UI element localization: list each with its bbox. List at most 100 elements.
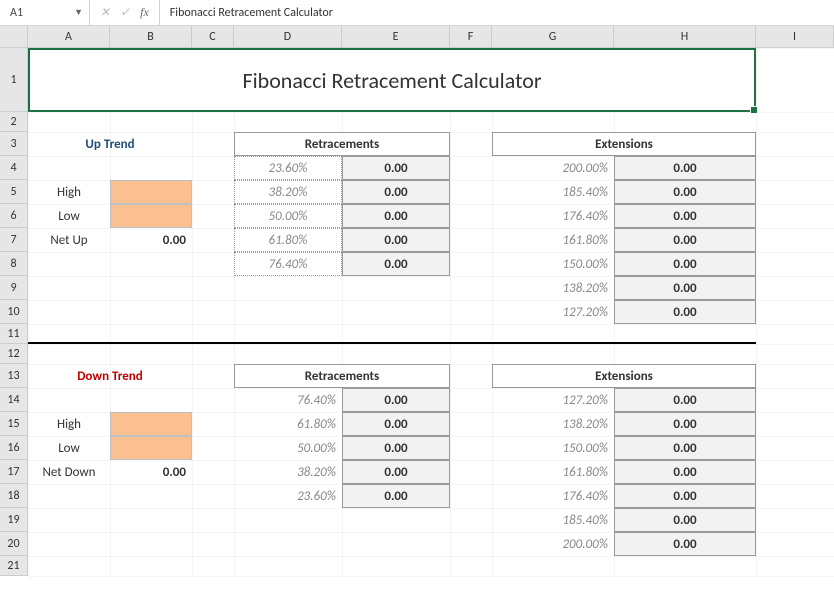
up-ext-pct-0: 200.00%	[492, 156, 614, 180]
up-ext-pct-1: 185.40%	[492, 180, 614, 204]
up-ext-pct-5: 138.20%	[492, 276, 614, 300]
column-header-D[interactable]: D	[234, 26, 342, 48]
row-header-19[interactable]: 19	[0, 508, 28, 532]
row-header-17[interactable]: 17	[0, 460, 28, 484]
down-low-input[interactable]	[110, 436, 192, 460]
down-ret-pct-0: 76.40%	[234, 388, 342, 412]
down-low-label: Low	[28, 436, 110, 460]
select-all-corner[interactable]	[0, 26, 28, 48]
down-retracements-header: Retracements	[234, 364, 450, 388]
up-extensions-header: Extensions	[492, 132, 756, 156]
row-header-6[interactable]: 6	[0, 204, 28, 228]
row-header-14[interactable]: 14	[0, 388, 28, 412]
high-label: High	[28, 180, 110, 204]
up-retracements-header: Retracements	[234, 132, 450, 156]
up-ret-pct-0: 23.60%	[234, 156, 342, 180]
up-ext-val-1: 0.00	[614, 180, 756, 204]
column-header-F[interactable]: F	[450, 26, 492, 48]
up-ext-val-5: 0.00	[614, 276, 756, 300]
row-header-7[interactable]: 7	[0, 228, 28, 252]
down-ext-pct-3: 161.80%	[492, 460, 614, 484]
down-ext-val-3: 0.00	[614, 460, 756, 484]
formula-input[interactable]: Fibonacci Retracement Calculator	[160, 6, 834, 20]
up-ret-pct-3: 61.80%	[234, 228, 342, 252]
down-extensions-header: Extensions	[492, 364, 756, 388]
up-ext-pct-2: 176.40%	[492, 204, 614, 228]
down-high-input[interactable]	[110, 412, 192, 436]
formula-icons: ✕ ✓ fx	[90, 0, 160, 25]
row-header-4[interactable]: 4	[0, 156, 28, 180]
row-header-15[interactable]: 15	[0, 412, 28, 436]
title-cell[interactable]: Fibonacci Retracement Calculator	[28, 48, 756, 112]
fx-icon[interactable]: fx	[140, 5, 149, 20]
row-header-11[interactable]: 11	[0, 324, 28, 344]
netup-value: 0.00	[110, 228, 192, 252]
row-header-1[interactable]: 1	[0, 48, 28, 112]
down-ext-pct-5: 185.40%	[492, 508, 614, 532]
netup-label: Net Up	[28, 228, 110, 252]
down-ret-val-0: 0.00	[342, 388, 450, 412]
down-ret-pct-4: 23.60%	[234, 484, 342, 508]
down-ret-val-3: 0.00	[342, 460, 450, 484]
down-trend-heading: Down Trend	[28, 364, 192, 388]
row-header-10[interactable]: 10	[0, 300, 28, 324]
row-header-8[interactable]: 8	[0, 252, 28, 276]
spreadsheet-grid: 123456789101112131415161718192021 ABCDEF…	[0, 26, 834, 615]
down-ret-pct-2: 50.00%	[234, 436, 342, 460]
confirm-icon[interactable]: ✓	[120, 5, 130, 20]
column-header-E[interactable]: E	[342, 26, 450, 48]
row-header-13[interactable]: 13	[0, 364, 28, 388]
column-headers: ABCDEFGHI	[28, 26, 834, 48]
low-label: Low	[28, 204, 110, 228]
row-header-5[interactable]: 5	[0, 180, 28, 204]
up-low-input[interactable]	[110, 204, 192, 228]
column-header-H[interactable]: H	[614, 26, 756, 48]
row-header-21[interactable]: 21	[0, 556, 28, 576]
down-ret-val-1: 0.00	[342, 412, 450, 436]
row-header-12[interactable]: 12	[0, 344, 28, 364]
down-high-label: High	[28, 412, 110, 436]
up-ext-val-6: 0.00	[614, 300, 756, 324]
up-high-input[interactable]	[110, 180, 192, 204]
netdown-value: 0.00	[110, 460, 192, 484]
section-divider-1	[28, 324, 756, 344]
column-header-G[interactable]: G	[492, 26, 614, 48]
column-header-B[interactable]: B	[110, 26, 192, 48]
up-ext-val-4: 0.00	[614, 252, 756, 276]
row-header-2[interactable]: 2	[0, 112, 28, 132]
up-ext-pct-6: 127.20%	[492, 300, 614, 324]
cancel-icon[interactable]: ✕	[100, 5, 110, 20]
netdown-label: Net Down	[28, 460, 110, 484]
up-ext-pct-3: 161.80%	[492, 228, 614, 252]
chevron-down-icon[interactable]: ▼	[74, 7, 83, 18]
row-header-column: 123456789101112131415161718192021	[0, 26, 28, 615]
down-ext-val-5: 0.00	[614, 508, 756, 532]
down-ext-val-0: 0.00	[614, 388, 756, 412]
up-ret-val-4: 0.00	[342, 252, 450, 276]
column-header-A[interactable]: A	[28, 26, 110, 48]
down-ret-val-2: 0.00	[342, 436, 450, 460]
name-box[interactable]: A1 ▼	[0, 0, 90, 25]
up-ret-pct-2: 50.00%	[234, 204, 342, 228]
column-header-C[interactable]: C	[192, 26, 234, 48]
up-ret-pct-1: 38.20%	[234, 180, 342, 204]
column-header-I[interactable]: I	[756, 26, 834, 48]
up-ret-val-2: 0.00	[342, 204, 450, 228]
down-ext-pct-6: 200.00%	[492, 532, 614, 556]
down-ret-pct-1: 61.80%	[234, 412, 342, 436]
down-ext-val-2: 0.00	[614, 436, 756, 460]
row-header-3[interactable]: 3	[0, 132, 28, 156]
up-ext-pct-4: 150.00%	[492, 252, 614, 276]
cells-area[interactable]: Fibonacci Retracement CalculatorUp Trend…	[28, 48, 834, 615]
row-header-16[interactable]: 16	[0, 436, 28, 460]
down-ext-val-6: 0.00	[614, 532, 756, 556]
up-ret-val-1: 0.00	[342, 180, 450, 204]
up-ext-val-3: 0.00	[614, 228, 756, 252]
cell-reference: A1	[10, 6, 23, 20]
row-header-20[interactable]: 20	[0, 532, 28, 556]
up-ext-val-0: 0.00	[614, 156, 756, 180]
down-ext-pct-2: 150.00%	[492, 436, 614, 460]
row-header-18[interactable]: 18	[0, 484, 28, 508]
down-ext-pct-0: 127.20%	[492, 388, 614, 412]
row-header-9[interactable]: 9	[0, 276, 28, 300]
